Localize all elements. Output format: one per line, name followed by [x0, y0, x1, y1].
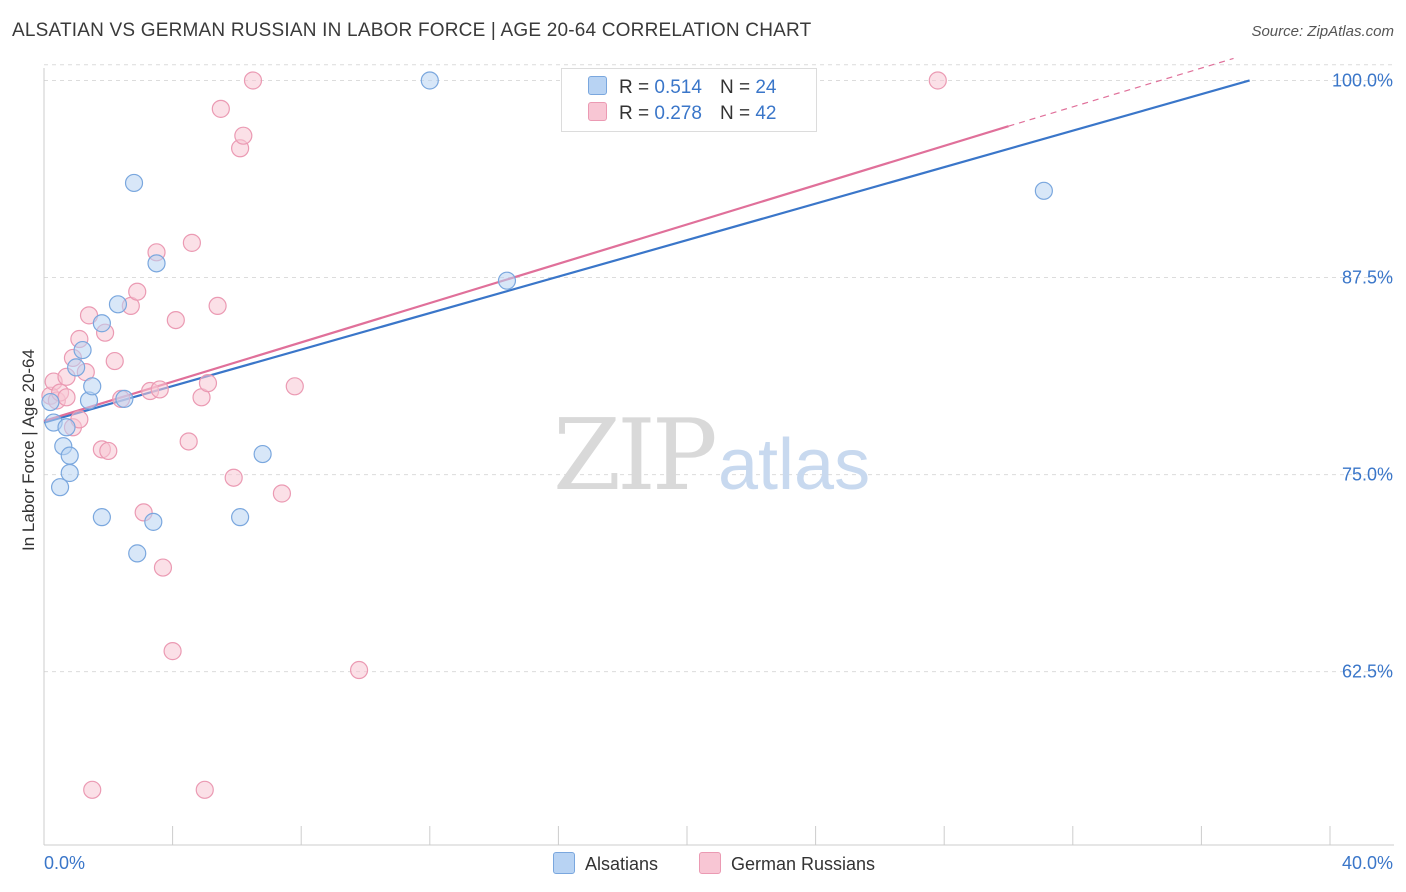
german-russians-point [83, 780, 102, 799]
trend-lines [43, 57, 1250, 424]
legend-r-value: 0.514 [654, 77, 702, 98]
german-russians-point [234, 126, 253, 145]
source-credit: Source: ZipAtlas.com [1251, 23, 1394, 40]
german-russians-point [128, 282, 147, 301]
alsatians-point [128, 544, 147, 563]
german-russians-point [208, 296, 227, 316]
german-russians-point [243, 71, 263, 90]
legend-r-value: 0.278 [654, 103, 702, 124]
alsatians-point [115, 389, 134, 409]
legend-n-value: 24 [755, 77, 777, 98]
german-russians-point [163, 642, 182, 661]
alsatians-legend-swatch [553, 852, 575, 874]
data-points [41, 71, 1053, 799]
legend-row-german-russians: R = 0.278 N = 42 [588, 102, 776, 126]
watermark: ZIP atlas [553, 399, 870, 513]
alsatians-trend-line [43, 79, 1250, 424]
y-axis-label: In Labor Force | Age 20-64 [19, 349, 38, 551]
y-axis-label-wrap: In Labor Force | Age 20-64 [14, 300, 44, 600]
alsatians-point [497, 271, 517, 290]
german-russians-point [928, 71, 947, 90]
german-russians-trend-line [43, 125, 1009, 423]
alsatians-swatch [588, 76, 607, 95]
y-tick-label: 87.5% [1342, 268, 1393, 288]
alsatians-point [108, 295, 128, 314]
alsatians-point [231, 508, 250, 527]
alsatians-point [420, 71, 439, 90]
alsatians-point [50, 478, 70, 497]
german-russians-legend-label: German Russians [731, 854, 876, 874]
alsatians-point [60, 463, 79, 483]
y-tick-label: 62.5% [1342, 662, 1393, 682]
german-russians-point [99, 441, 118, 461]
legend-n-label: N = [719, 103, 751, 124]
german-russians-point [195, 780, 214, 799]
legend-row-alsatians: R = 0.514 N = 24 [588, 76, 776, 100]
watermark-atlas: atlas [718, 425, 870, 505]
alsatians-point [144, 512, 163, 531]
legend-r-label: R = [619, 103, 650, 124]
alsatians-point [60, 446, 79, 465]
alsatians-point [83, 377, 102, 396]
german-russians-legend-swatch [699, 852, 721, 874]
series-legend: Alsatians German Russians [0, 852, 1406, 878]
x-tick-labels: 0.0% 40.0% [44, 853, 1393, 873]
legend-n-label: N = [719, 77, 751, 98]
german-russians-point [349, 660, 369, 680]
y-tick-labels: 62.5% 75.0% 87.5% 100.0% [1332, 70, 1393, 681]
x-tick-label-min: 0.0% [44, 853, 85, 873]
alsatians-point [92, 314, 111, 333]
correlation-legend: R = 0.514 N = 24 R = 0.278 N = 42 [561, 68, 817, 132]
alsatians-point [57, 418, 76, 437]
alsatians-point [1034, 181, 1053, 200]
alsatians-legend-label: Alsatians [585, 854, 659, 874]
german-russians-point [105, 351, 124, 371]
german-russians-point [182, 233, 201, 252]
alsatians-point [73, 340, 92, 360]
german-russians-point [224, 468, 243, 487]
axes [43, 68, 1394, 846]
alsatians-point [92, 508, 111, 527]
watermark-zip: ZIP [553, 399, 715, 513]
grid-lines [44, 64, 1394, 673]
legend-item-german-russians: German Russians [699, 852, 875, 875]
german-russians-point [150, 380, 169, 399]
alsatians-point [253, 444, 272, 464]
alsatians-point [67, 358, 86, 377]
german-russians-swatch [588, 102, 607, 121]
chart-title: ALSATIAN VS GERMAN RUSSIAN IN LABOR FORC… [12, 20, 812, 41]
x-tick-label-max: 40.0% [1342, 853, 1393, 873]
alsatians-point [147, 254, 166, 273]
german-russians-point [153, 558, 173, 577]
german-russians-point [166, 310, 185, 330]
legend-r-label: R = [619, 77, 650, 98]
alsatians-point [41, 392, 60, 412]
german-russians-point [285, 377, 304, 396]
legend-item-alsatians: Alsatians [553, 852, 658, 875]
legend-n-value: 42 [755, 103, 777, 124]
german-russians-point [211, 99, 230, 118]
y-tick-label: 75.0% [1342, 465, 1393, 485]
german-russians-point [198, 374, 218, 393]
alsatians-point [124, 173, 144, 193]
german-russians-point [272, 484, 292, 503]
german-russians-point [57, 388, 76, 407]
y-tick-label: 100.0% [1332, 70, 1393, 90]
german-russians-point [179, 432, 198, 451]
